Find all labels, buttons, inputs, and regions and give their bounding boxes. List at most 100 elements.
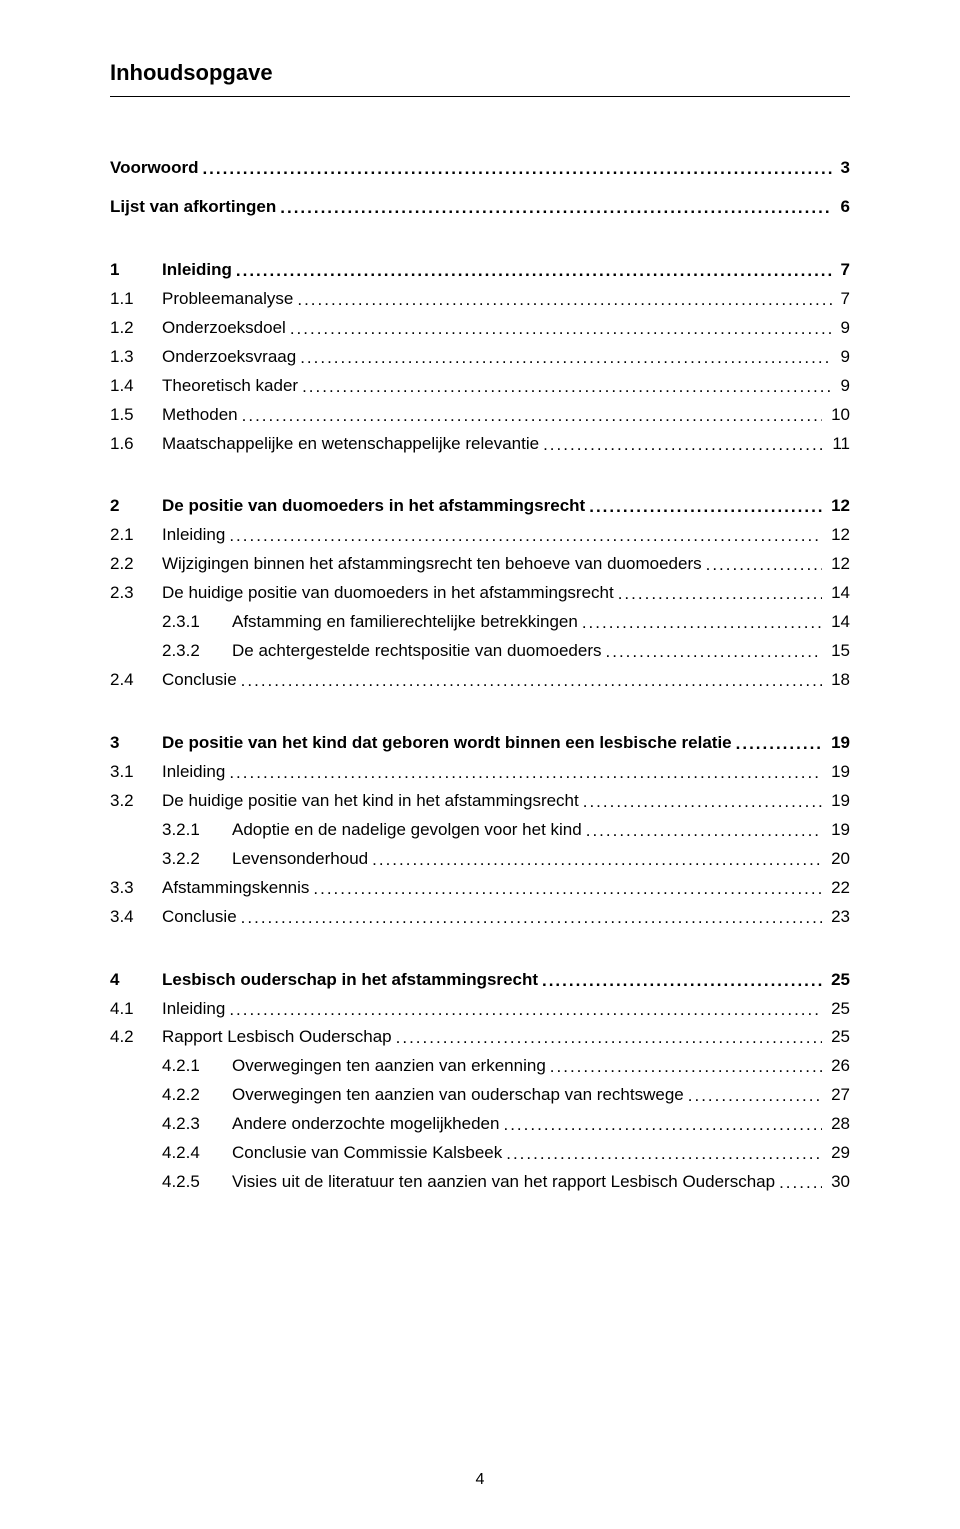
- toc-entry-label: Lesbisch ouderschap in het afstammingsre…: [162, 969, 538, 992]
- toc-entry: 2.3.1Afstamming en familierechtelijke be…: [110, 611, 850, 634]
- toc-entry-label: Methoden: [162, 404, 238, 427]
- toc-entry-number: 4.2.5: [110, 1171, 232, 1194]
- toc-entry-page: 23: [826, 906, 850, 929]
- toc-entry: 1.1Probleemanalyse 7: [110, 288, 850, 311]
- toc-entry-number: 3.2.2: [110, 848, 232, 871]
- toc-leader-dots: [297, 289, 831, 312]
- toc-entry-number: 2.2: [110, 553, 162, 576]
- toc-gap: [110, 698, 850, 732]
- toc-entry-page: 14: [826, 582, 850, 605]
- toc-entry-number: 4.2.3: [110, 1113, 232, 1136]
- toc-entry-page: 29: [826, 1142, 850, 1165]
- toc-entry: 3.2De huidige positie van het kind in he…: [110, 790, 850, 813]
- toc-entry-number: 1.3: [110, 346, 162, 369]
- toc-entry-page: 25: [826, 1026, 850, 1049]
- toc-entry-number: 2.3.2: [110, 640, 232, 663]
- toc-entry-label: Levensonderhoud: [232, 848, 368, 871]
- toc-entry: 3.3Afstammingskennis 22: [110, 877, 850, 900]
- page-title: Inhoudsopgave: [110, 60, 850, 86]
- toc-leader-dots: [280, 197, 832, 220]
- toc-entry: Voorwoord 3: [110, 157, 850, 180]
- toc-gap: [110, 461, 850, 495]
- toc-entry-label: Maatschappelijke en wetenschappelijke re…: [162, 433, 539, 456]
- toc-entry-label: Afstamming en familierechtelijke betrekk…: [232, 611, 578, 634]
- toc-entry: 3.2.2Levensonderhoud 20: [110, 848, 850, 871]
- toc-leader-dots: [302, 376, 832, 399]
- toc-gap: [110, 935, 850, 969]
- toc-entry-label: De huidige positie van het kind in het a…: [162, 790, 579, 813]
- toc-gap: [110, 186, 850, 196]
- toc-entry-number: 2.4: [110, 669, 162, 692]
- toc-entry-label: De positie van duomoeders in het afstamm…: [162, 495, 585, 518]
- toc-entry-label: Inleiding: [162, 761, 225, 784]
- toc-entry: 4.2.4Conclusie van Commissie Kalsbeek 29: [110, 1142, 850, 1165]
- toc-entry-label: De positie van het kind dat geboren word…: [162, 732, 732, 755]
- toc-leader-dots: [313, 878, 822, 901]
- toc-entry-label: Rapport Lesbisch Ouderschap: [162, 1026, 392, 1049]
- toc-entry: 4.2.2Overwegingen ten aanzien van ouders…: [110, 1084, 850, 1107]
- toc-entry-page: 12: [826, 495, 850, 518]
- toc-leader-dots: [586, 820, 823, 843]
- toc-entry: 2.3.2De achtergestelde rechtspositie van…: [110, 640, 850, 663]
- toc-entry: 3.1Inleiding 19: [110, 761, 850, 784]
- toc-entry-page: 12: [826, 524, 850, 547]
- toc-leader-dots: [688, 1085, 823, 1108]
- toc-entry-page: 28: [826, 1113, 850, 1136]
- toc-entry-number: 3.3: [110, 877, 162, 900]
- toc-entry-label: Overwegingen ten aanzien van erkenning: [232, 1055, 546, 1078]
- toc-entry-number: 3.2: [110, 790, 162, 813]
- toc-entry-label: Lijst van afkortingen: [110, 196, 276, 219]
- toc-entry-number: 4.2.1: [110, 1055, 232, 1078]
- toc-entry-label: Conclusie: [162, 669, 237, 692]
- toc-entry-label: Probleemanalyse: [162, 288, 293, 311]
- toc-entry-number: 4.2.2: [110, 1084, 232, 1107]
- toc-leader-dots: [242, 405, 823, 428]
- toc-entry-number: 3.1: [110, 761, 162, 784]
- toc-leader-dots: [606, 641, 823, 664]
- toc-entry-label: Onderzoeksvraag: [162, 346, 296, 369]
- toc-entry-page: 19: [826, 819, 850, 842]
- toc-entry-page: 6: [836, 196, 850, 219]
- toc-entry-page: 12: [826, 553, 850, 576]
- toc-entry-page: 30: [826, 1171, 850, 1194]
- toc-entry-number: 1.1: [110, 288, 162, 311]
- toc-gap: [110, 225, 850, 259]
- toc-entry-page: 7: [836, 288, 850, 311]
- toc-entry-page: 3: [836, 157, 850, 180]
- toc-entry-number: 3.2.1: [110, 819, 232, 842]
- toc-entry-number: 1.6: [110, 433, 162, 456]
- toc-entry-page: 19: [826, 761, 850, 784]
- toc-entry-number: 4.1: [110, 998, 162, 1021]
- toc-entry-number: 2: [110, 495, 162, 518]
- toc-entry-label: Overwegingen ten aanzien van ouderschap …: [232, 1084, 684, 1107]
- toc-entry: 2.2Wijzigingen binnen het afstammingsrec…: [110, 553, 850, 576]
- toc-entry-label: Adoptie en de nadelige gevolgen voor het…: [232, 819, 582, 842]
- toc-leader-dots: [236, 260, 832, 283]
- toc-entry: 3.2.1Adoptie en de nadelige gevolgen voo…: [110, 819, 850, 842]
- toc-entry: 1.4Theoretisch kader 9: [110, 375, 850, 398]
- toc-leader-dots: [543, 434, 824, 457]
- toc-leader-dots: [290, 318, 832, 341]
- toc-entry-page: 20: [826, 848, 850, 871]
- toc-entry-number: 1.2: [110, 317, 162, 340]
- toc-entry-number: 4: [110, 969, 162, 992]
- document-page: Inhoudsopgave Voorwoord 3 Lijst van afkor…: [0, 0, 960, 1529]
- toc-entry-number: 3: [110, 732, 162, 755]
- toc-entry: 1.5Methoden 10: [110, 404, 850, 427]
- toc-entry-page: 14: [826, 611, 850, 634]
- toc-entry-label: Onderzoeksdoel: [162, 317, 286, 340]
- toc-leader-dots: [396, 1027, 823, 1050]
- toc-entry-page: 18: [826, 669, 850, 692]
- toc-leader-dots: [229, 762, 822, 785]
- toc-entry: 4Lesbisch ouderschap in het afstammingsr…: [110, 969, 850, 992]
- toc-entry-label: Inleiding: [162, 259, 232, 282]
- toc-entry: 2.3De huidige positie van duomoeders in …: [110, 582, 850, 605]
- toc-entry-label: Voorwoord: [110, 157, 198, 180]
- toc-entry: 4.2.1Overwegingen ten aanzien van erkenn…: [110, 1055, 850, 1078]
- toc-leader-dots: [618, 583, 823, 606]
- toc-entry-number: 4.2: [110, 1026, 162, 1049]
- toc-entry-number: 2.3: [110, 582, 162, 605]
- toc-entry: 1.2Onderzoeksdoel 9: [110, 317, 850, 340]
- toc-leader-dots: [542, 970, 822, 993]
- toc-leader-dots: [589, 496, 822, 519]
